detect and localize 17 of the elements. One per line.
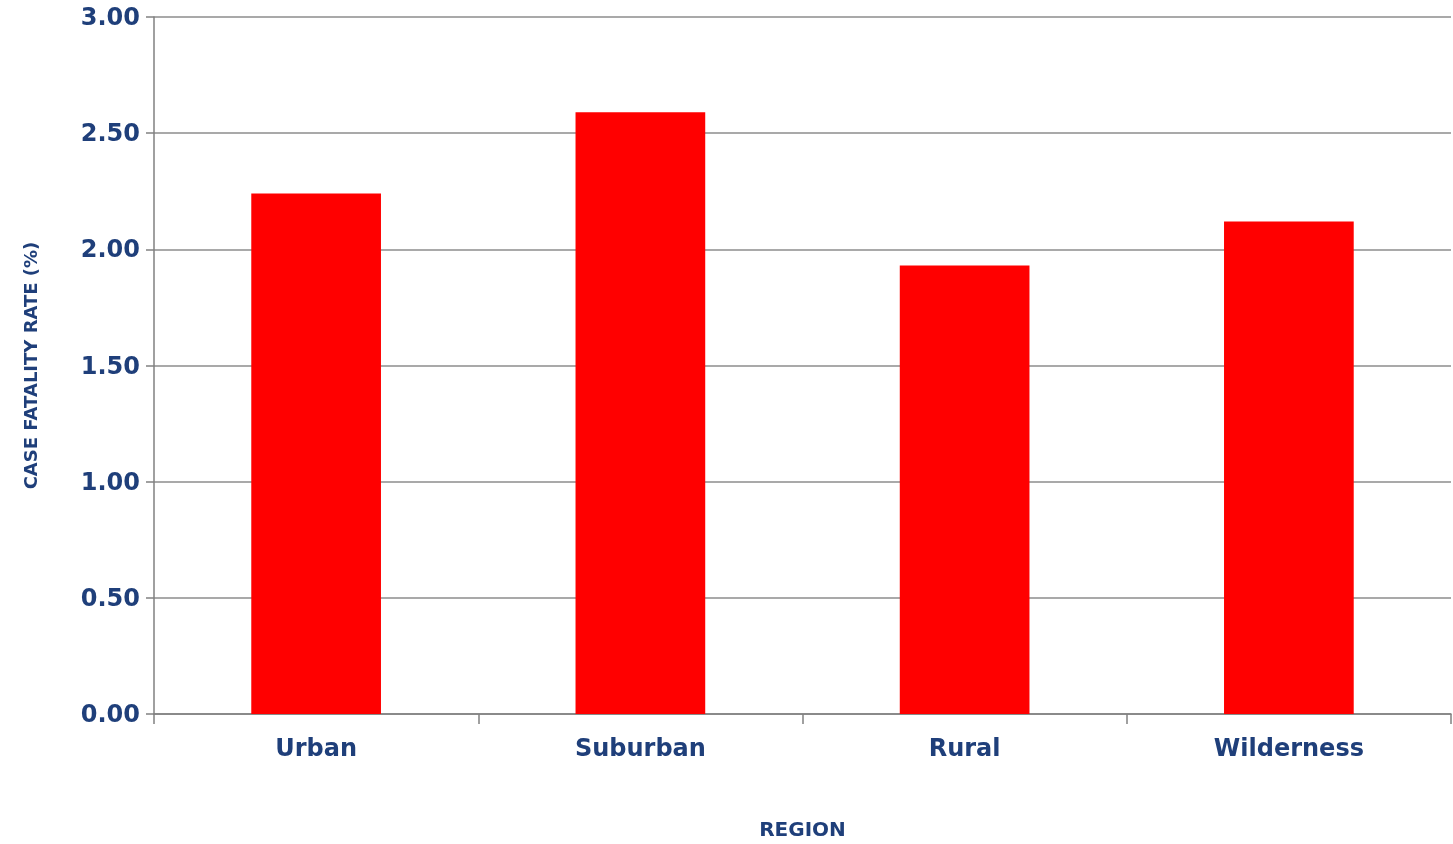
x-tick-label: Urban — [275, 734, 358, 762]
bar — [1224, 221, 1354, 714]
y-tick-label: 1.00 — [80, 467, 140, 496]
bar — [899, 265, 1030, 714]
x-tick-label: Rural — [928, 734, 1001, 762]
x-tick-label: Suburban — [574, 734, 706, 762]
x-tick-label: Wilderness — [1213, 734, 1364, 762]
y-tick-label: 2.50 — [80, 119, 140, 148]
bar — [575, 112, 706, 714]
y-tick-label: 0.50 — [80, 583, 140, 612]
y-tick-label: 2.00 — [80, 235, 140, 264]
x-axis-title: REGION — [759, 817, 846, 841]
y-axis-title: CASE FATALITY RATE (%) — [19, 241, 41, 490]
y-tick-label: 0.00 — [80, 700, 140, 728]
bar — [251, 193, 381, 714]
y-tick-label: 1.50 — [80, 351, 140, 380]
y-tick-label: 3.00 — [80, 3, 140, 31]
